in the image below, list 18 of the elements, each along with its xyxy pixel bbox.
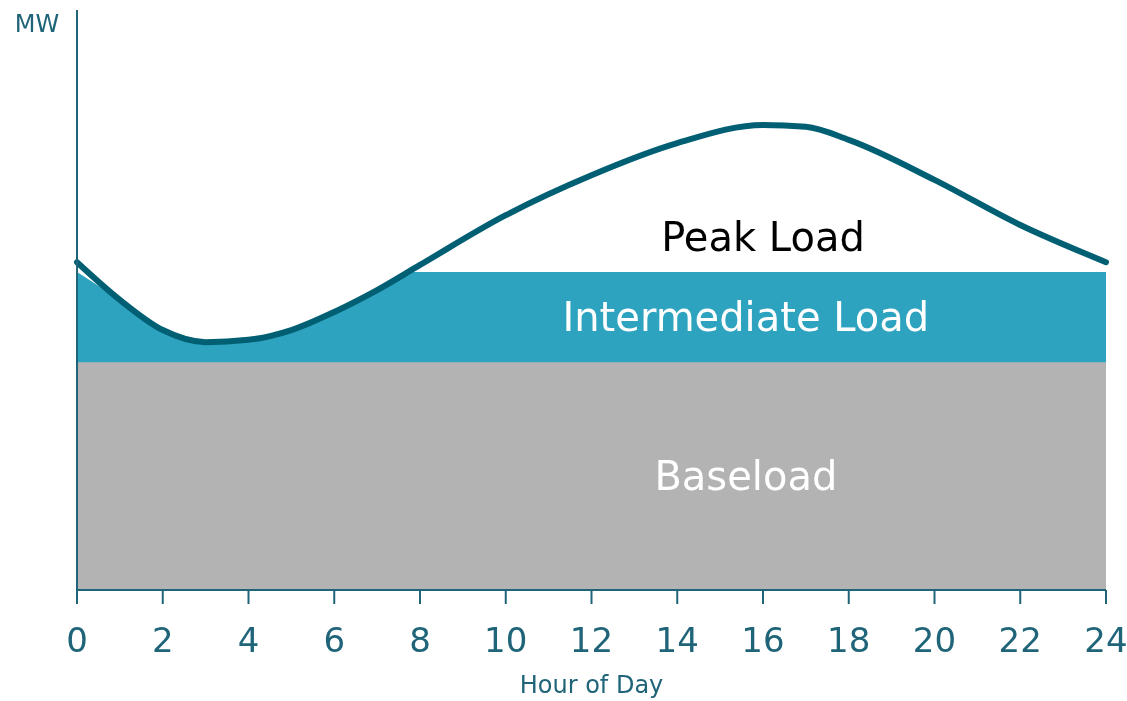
x-tick-label: 14 (655, 620, 699, 660)
x-tick-label: 8 (409, 620, 431, 660)
y-axis-title: MW (14, 10, 60, 38)
x-tick-label: 16 (741, 620, 785, 660)
x-tick-label: 2 (151, 620, 174, 660)
x-tick-label: 18 (827, 620, 871, 660)
x-tick-label: 6 (323, 620, 346, 660)
x-tick-label: 4 (237, 620, 260, 660)
series-label: Baseload (654, 453, 838, 500)
x-tick-label: 24 (1084, 620, 1127, 660)
x-tick-label: 22 (998, 620, 1042, 660)
x-axis-title: Hour of Day (519, 671, 664, 699)
x-tick-label: 12 (569, 620, 614, 660)
x-tick-label: 10 (484, 620, 528, 660)
x-tick-label: 0 (66, 620, 88, 660)
x-tick-label: 20 (912, 620, 957, 660)
series-label: Intermediate Load (562, 294, 930, 341)
annotation: Peak Load (661, 213, 865, 260)
